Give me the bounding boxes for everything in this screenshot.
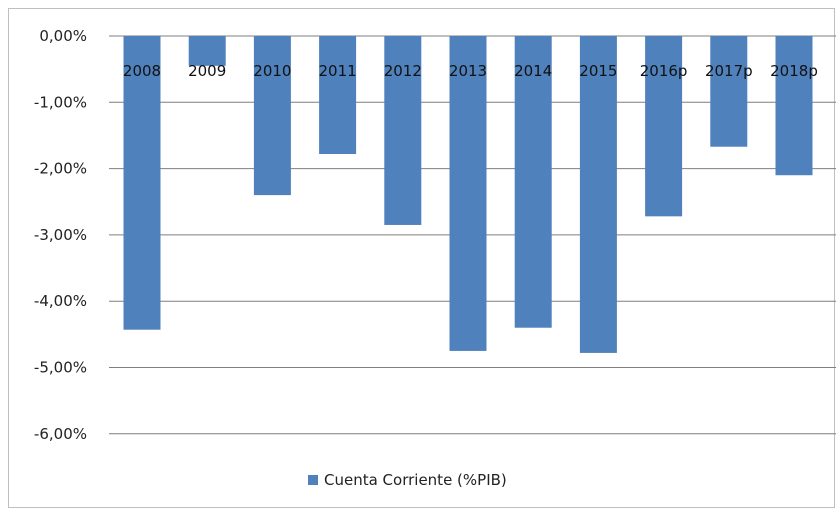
category-label-2013: 2013 — [449, 62, 487, 80]
bar-2017p — [710, 36, 748, 147]
y-tick-label: -3,00% — [34, 226, 87, 244]
bar-2010 — [253, 36, 291, 196]
y-axis-tick-labels: 0,00% -1,00% -2,00% -3,00% -4,00% -5,00% -6,00… — [34, 27, 87, 443]
bar-2013 — [449, 36, 487, 351]
category-label-2012: 2012 — [384, 62, 422, 80]
legend-label: Cuenta Corriente (%PIB) — [324, 471, 507, 489]
y-tick-label: -6,00% — [34, 425, 87, 443]
category-label-2011: 2011 — [319, 62, 357, 80]
category-label-2008: 2008 — [123, 62, 161, 80]
bar-2012 — [384, 36, 422, 225]
chart-svg: 0,00% -1,00% -2,00% -3,00% -4,00% -5,00% -6,00… — [34, 27, 836, 489]
bar-2009 — [188, 36, 226, 66]
chart-frame: 0,00% -1,00% -2,00% -3,00% -4,00% -5,00% -6,00… — [8, 8, 836, 508]
legend-swatch — [308, 475, 318, 485]
category-label-2016p: 2016p — [640, 62, 688, 80]
y-tick-label: -1,00% — [34, 93, 87, 111]
y-tick-label: -5,00% — [34, 359, 87, 377]
bar-2014 — [514, 36, 552, 328]
category-labels: 2008 2009 2010 2011 2012 2013 2014 2015 2016p 201… — [123, 62, 818, 80]
y-tick-label: -4,00% — [34, 292, 87, 310]
y-tick-label: -2,00% — [34, 160, 87, 178]
bar-2018p — [775, 36, 813, 176]
category-label-2014: 2014 — [514, 62, 552, 80]
bar-2016p — [645, 36, 683, 217]
category-label-2009: 2009 — [188, 62, 226, 80]
y-tick-label: 0,00% — [39, 27, 87, 45]
category-label-2015: 2015 — [579, 62, 617, 80]
bar-2008 — [123, 36, 161, 330]
bar-2015 — [579, 36, 617, 353]
category-label-2010: 2010 — [253, 62, 291, 80]
category-label-2017p: 2017p — [705, 62, 753, 80]
bar-2011 — [319, 36, 357, 155]
bars — [123, 36, 813, 353]
legend: Cuenta Corriente (%PIB) — [308, 471, 507, 489]
category-label-2018p: 2018p — [770, 62, 818, 80]
